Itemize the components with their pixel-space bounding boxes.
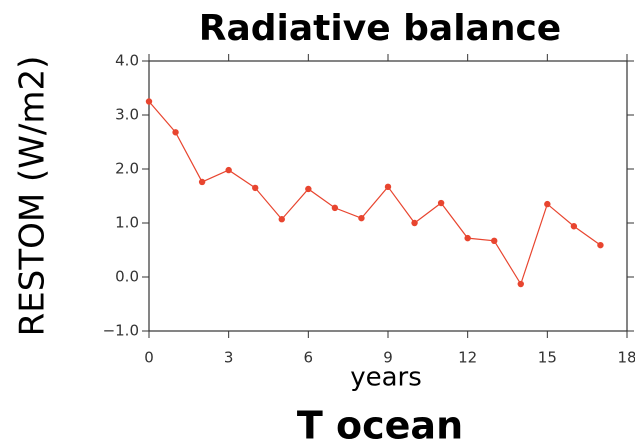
data-point — [331, 204, 339, 212]
y-axis-label: RESTOM (W/m2) — [13, 56, 53, 337]
plot-frame — [148, 60, 628, 332]
data-point — [278, 216, 285, 223]
x-tick-label: 0 — [144, 349, 154, 367]
series-line — [148, 101, 601, 286]
x-tick-label: 3 — [224, 349, 234, 367]
x-tick-label: 15 — [538, 349, 557, 367]
data-point — [252, 184, 259, 192]
x-tick-label: 6 — [304, 349, 314, 367]
x-tick-label: 18 — [617, 349, 635, 367]
data-point — [172, 129, 179, 136]
y-tick-label: 3.0 — [115, 106, 139, 124]
data-point — [198, 178, 206, 186]
data-point — [464, 234, 471, 242]
data-point — [437, 199, 445, 207]
chart-title: Radiative balance — [199, 8, 561, 49]
data-point — [225, 166, 232, 174]
data-point — [517, 280, 524, 288]
y-tick-label: 0.0 — [115, 268, 139, 286]
y-tick-label: 2.0 — [115, 160, 139, 178]
x-axis-label: years — [350, 363, 422, 393]
annotation: T ocean — [297, 404, 463, 448]
data-point — [384, 183, 392, 191]
y-tick-label: 4.0 — [115, 52, 139, 70]
data-point — [305, 185, 312, 193]
data-point — [544, 200, 551, 208]
data-point — [358, 214, 365, 222]
x-tick-label: 9 — [383, 349, 393, 367]
x-tick-label: 12 — [458, 349, 477, 367]
data-point — [145, 98, 153, 105]
y-tick-label: 1.0 — [115, 214, 139, 232]
y-tick-label: −1.0 — [103, 322, 139, 340]
data-point — [411, 219, 418, 227]
data-point — [597, 241, 604, 249]
data-point — [570, 223, 578, 230]
data-point — [491, 237, 498, 245]
